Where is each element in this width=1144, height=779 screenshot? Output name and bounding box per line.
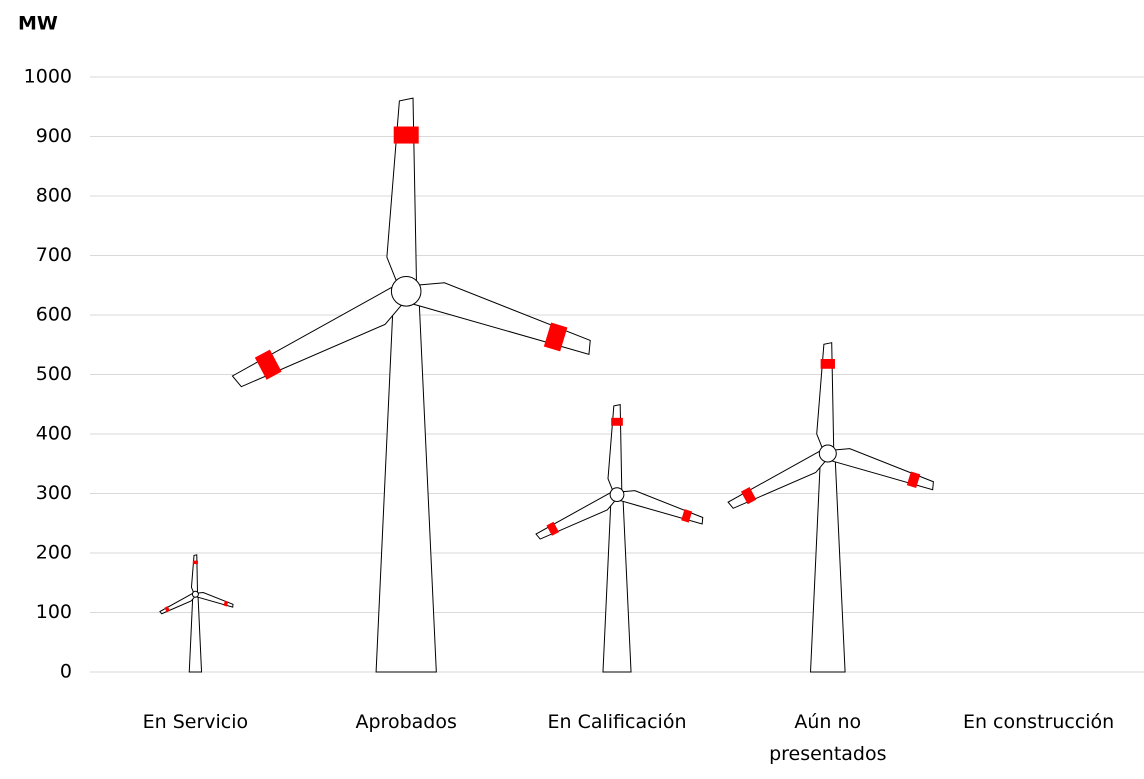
blade-mark — [820, 358, 835, 369]
tower — [376, 291, 436, 672]
y-axis-label: MW — [18, 13, 58, 35]
y-tick-label: 1000 — [24, 66, 72, 88]
blade — [191, 555, 197, 592]
x-tick-label: Aprobados — [355, 711, 457, 733]
blade-shape — [832, 445, 937, 492]
blade-mark — [740, 487, 757, 505]
blade — [197, 591, 234, 608]
blade — [230, 286, 405, 399]
x-tick-label: En Calificación — [547, 711, 687, 733]
hub — [610, 488, 624, 502]
hub — [819, 445, 836, 462]
blade-shape — [231, 288, 405, 399]
blade-shape — [608, 405, 622, 490]
blade — [535, 492, 617, 545]
blade-shape — [414, 276, 597, 357]
y-tick-label: 500 — [36, 363, 72, 385]
blade — [413, 276, 596, 360]
blade-mark — [393, 126, 419, 144]
blade-mark — [546, 521, 559, 536]
hub — [391, 277, 421, 307]
blade-shape — [197, 591, 234, 608]
x-tick-label: Aún no presentados — [769, 711, 887, 765]
y-tick-label: 100 — [36, 601, 72, 623]
turbine — [535, 405, 706, 672]
y-tick-label: 600 — [36, 304, 72, 326]
y-tick-label: 200 — [36, 542, 72, 564]
turbine — [159, 555, 234, 672]
tower — [603, 495, 631, 672]
blade-shape — [535, 493, 616, 545]
blade-mark — [223, 600, 229, 607]
turbine — [727, 343, 938, 672]
blade-shape — [817, 343, 834, 447]
x-tick-label: En Servicio — [142, 711, 249, 733]
blade-mark — [681, 509, 693, 523]
blade — [727, 450, 828, 515]
hub — [192, 591, 198, 597]
blade-mark — [164, 606, 170, 613]
turbine — [230, 98, 597, 672]
y-tick-label: 0 — [60, 661, 72, 683]
y-tick-label: 900 — [36, 125, 72, 147]
blade — [387, 98, 419, 280]
tower — [811, 454, 846, 672]
blade-shape — [727, 451, 827, 515]
blade-mark — [611, 417, 623, 426]
blade — [832, 445, 937, 493]
blade — [608, 405, 623, 490]
tower — [189, 594, 201, 672]
blade — [817, 343, 835, 447]
y-tick-label: 700 — [36, 244, 72, 266]
blade-mark — [192, 560, 198, 565]
x-tick-label: En construcción — [962, 711, 1115, 733]
blade-mark — [543, 322, 568, 352]
y-tick-label: 400 — [36, 423, 72, 445]
y-tick-label: 300 — [36, 482, 72, 504]
blade-shape — [387, 98, 417, 280]
blade-mark — [906, 471, 921, 489]
blade-shape — [191, 555, 197, 592]
y-tick-label: 800 — [36, 185, 72, 207]
blade-mark — [254, 349, 282, 380]
